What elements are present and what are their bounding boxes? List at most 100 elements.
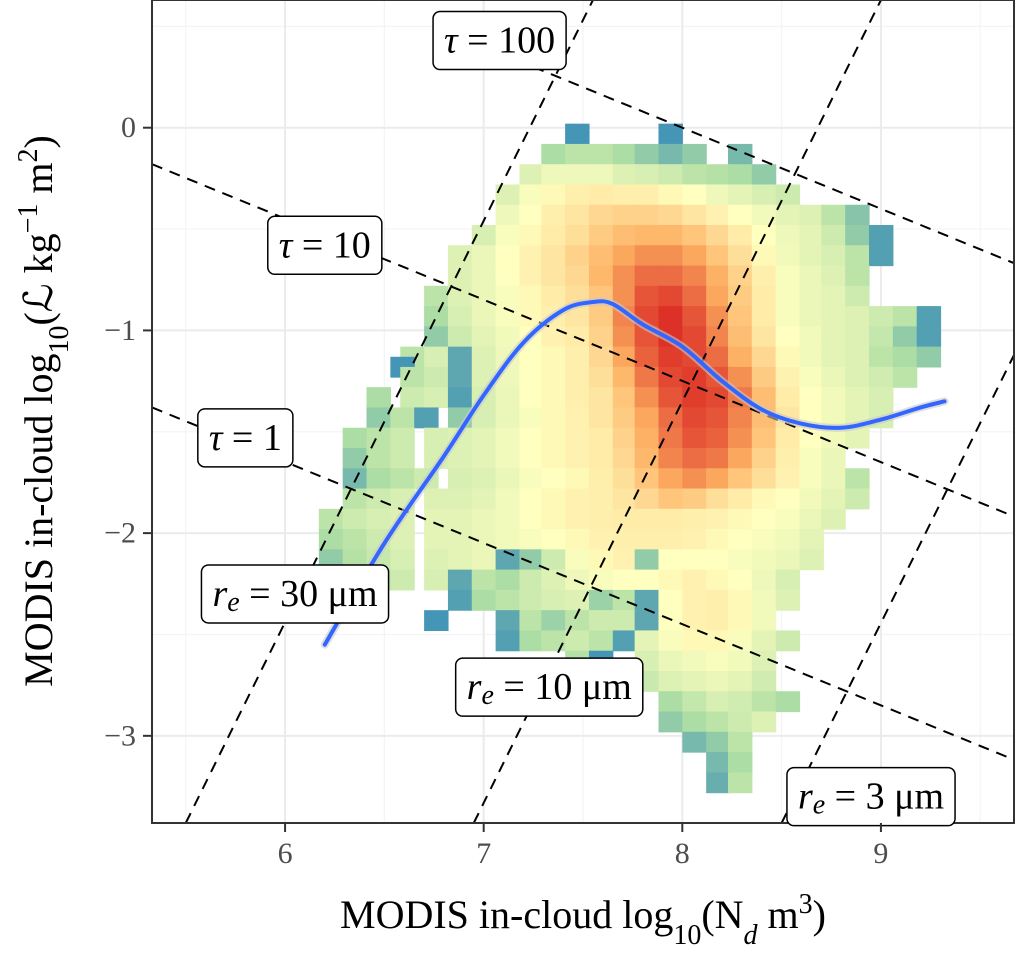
heatmap-cell bbox=[821, 508, 846, 530]
heatmap-cell bbox=[519, 225, 544, 246]
heatmap-cell bbox=[612, 569, 638, 591]
heatmap-cell bbox=[565, 447, 590, 469]
heatmap-cell bbox=[519, 387, 544, 409]
y-tick-label: −1 bbox=[104, 314, 136, 347]
heatmap-cell bbox=[541, 204, 566, 226]
annotation-text: τ = 1 bbox=[209, 417, 282, 459]
heatmap-cell bbox=[634, 366, 660, 388]
heatmap-cell bbox=[634, 589, 660, 611]
x-axis-title: MODIS in-cloud log10(Nd m3) bbox=[340, 889, 826, 951]
heatmap-cell bbox=[682, 225, 707, 246]
heatmap-cell bbox=[658, 225, 683, 246]
heatmap-cell bbox=[541, 164, 566, 186]
heatmap-cell bbox=[588, 488, 614, 510]
guide-line bbox=[184, 0, 594, 823]
heatmap-cell bbox=[471, 488, 497, 510]
heatmap-cell bbox=[447, 508, 473, 530]
heatmap-cell bbox=[634, 488, 660, 510]
heatmap-cell bbox=[727, 488, 753, 510]
heatmap-cell bbox=[565, 245, 590, 267]
heatmap-cell bbox=[565, 468, 590, 490]
heatmap-cell bbox=[799, 366, 824, 388]
heatmap-cell bbox=[519, 508, 544, 530]
heatmap-cell bbox=[869, 326, 894, 348]
heatmap-cell bbox=[471, 326, 497, 348]
heatmap-cell bbox=[727, 772, 753, 794]
heatmap-cell bbox=[727, 549, 753, 571]
heatmap-cell bbox=[588, 164, 614, 186]
heatmap-cell bbox=[565, 427, 590, 449]
heatmap-cell bbox=[471, 549, 497, 571]
heatmap-cell bbox=[751, 265, 777, 287]
heatmap-cell bbox=[519, 549, 544, 571]
heatmap-cell bbox=[799, 488, 824, 510]
heatmap-cell bbox=[612, 143, 638, 165]
heatmap-cell bbox=[727, 731, 753, 753]
heatmap-cell bbox=[821, 488, 846, 510]
heatmap-cell bbox=[634, 387, 660, 409]
heatmap-cell bbox=[612, 204, 638, 226]
heatmap-cell bbox=[495, 468, 521, 490]
heatmap-cell bbox=[495, 265, 521, 287]
heatmap-cell bbox=[634, 184, 660, 206]
heatmap-cell bbox=[682, 164, 707, 186]
heatmap-cell bbox=[775, 549, 801, 571]
heatmap-cell bbox=[495, 610, 521, 632]
heatmap-cell bbox=[588, 265, 614, 287]
heatmap-cell bbox=[706, 225, 731, 246]
heatmap-cell bbox=[541, 488, 566, 510]
annotation-text: re = 30 μm bbox=[212, 573, 377, 618]
heatmap-cell bbox=[727, 245, 753, 267]
heatmap-cell bbox=[342, 427, 368, 449]
heatmap-cell bbox=[495, 569, 521, 591]
heatmap-cell bbox=[447, 447, 473, 469]
heatmap-cell bbox=[588, 427, 614, 449]
heatmap-cell bbox=[682, 265, 707, 287]
heatmap-cell bbox=[588, 447, 614, 469]
heatmap-cell bbox=[612, 265, 638, 287]
heatmap-cell bbox=[612, 508, 638, 530]
tau-1-label: τ = 1 bbox=[197, 408, 294, 468]
heatmap-cell bbox=[541, 589, 566, 611]
heatmap-cell bbox=[775, 225, 801, 246]
heatmap-cell bbox=[519, 610, 544, 632]
heatmap-cell bbox=[565, 204, 590, 226]
heatmap-cell bbox=[447, 468, 473, 490]
heatmap-cell bbox=[424, 549, 449, 571]
heatmap-cell bbox=[892, 306, 918, 327]
heatmap-cell bbox=[682, 447, 707, 469]
heatmap-cell bbox=[612, 488, 638, 510]
heatmap-cell bbox=[658, 245, 683, 267]
heatmap-cell bbox=[916, 306, 942, 327]
heatmap-cell bbox=[424, 306, 449, 327]
heatmap-cell bbox=[706, 610, 731, 632]
y-axis-ticks: 0 −1 −2 −3 bbox=[104, 111, 152, 752]
annotation-text: re = 10 μm bbox=[467, 666, 632, 711]
heatmap-cell bbox=[612, 447, 638, 469]
heatmap-cell bbox=[706, 285, 731, 307]
heatmap-cell bbox=[565, 143, 590, 165]
heatmap-cell bbox=[424, 366, 449, 388]
heatmap-cell bbox=[727, 285, 753, 307]
heatmap-cell bbox=[565, 346, 590, 368]
heatmap-cell bbox=[799, 265, 824, 287]
heatmap-cell bbox=[612, 245, 638, 267]
heatmap-cell bbox=[447, 265, 473, 287]
heatmap-cell bbox=[495, 184, 521, 206]
heatmap-cell bbox=[775, 427, 801, 449]
heatmap-cell bbox=[519, 265, 544, 287]
heatmap-cell bbox=[727, 508, 753, 530]
heatmap-cell bbox=[519, 569, 544, 591]
heatmap-cell bbox=[612, 366, 638, 388]
heatmap-cell bbox=[869, 346, 894, 368]
heatmap-cell bbox=[471, 508, 497, 530]
heatmap-cell bbox=[390, 447, 415, 469]
heatmap-cell bbox=[565, 306, 590, 327]
heatmap-cell bbox=[588, 549, 614, 571]
heatmap-cell bbox=[706, 468, 731, 490]
heatmap-cell bbox=[541, 265, 566, 287]
heatmap-cell bbox=[682, 731, 707, 753]
annotation-box bbox=[432, 10, 567, 71]
heatmap-cell bbox=[682, 285, 707, 307]
heatmap-cell bbox=[447, 488, 473, 510]
